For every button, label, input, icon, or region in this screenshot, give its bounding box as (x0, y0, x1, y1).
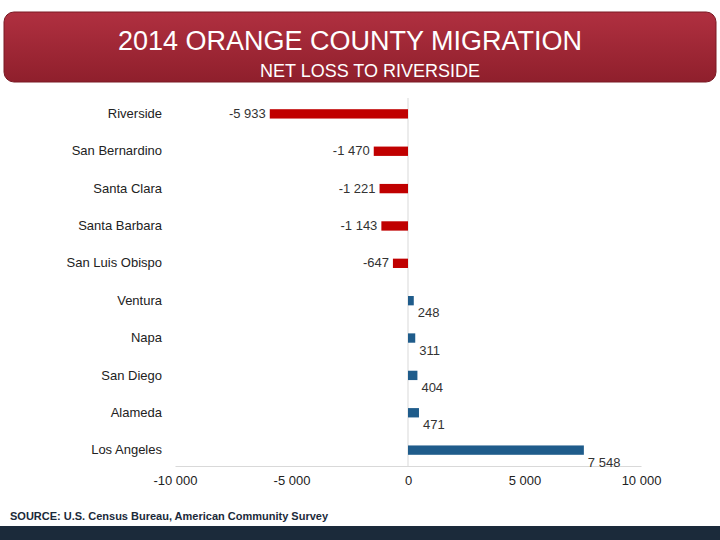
title: 2014 ORANGE COUNTY MIGRATION (118, 26, 582, 56)
x-tick-label: 10 000 (622, 473, 662, 488)
bar (380, 184, 408, 193)
y-tick: Alameda (111, 405, 170, 420)
category-label: Santa Clara (93, 181, 162, 196)
bar (408, 333, 415, 342)
x-tick: 10 000 (622, 466, 662, 488)
bar (374, 147, 408, 156)
y-tick: Santa Clara (93, 181, 170, 196)
y-tick: Napa (131, 330, 170, 345)
title-banner (4, 12, 716, 82)
x-tick-label: -10 000 (153, 473, 197, 488)
x-axis-line (176, 466, 642, 467)
x-axis: -10 000 -5 000 0 5 000 10 000 (153, 466, 661, 488)
bar (393, 259, 408, 268)
y-axis-line (170, 99, 171, 467)
y-tick: Los Angeles (91, 442, 170, 457)
source: SOURCE: U.S. Census Bureau, American Com… (10, 510, 329, 522)
bars (270, 109, 584, 455)
bar (381, 221, 408, 230)
bar (408, 408, 419, 417)
y-tick: San Luis Obispo (67, 255, 170, 270)
x-tick-label: -5 000 (274, 473, 311, 488)
x-tick-label: 5 000 (509, 473, 542, 488)
category-label: Los Angeles (91, 442, 162, 457)
y-tick: Santa Barbara (78, 218, 170, 233)
category-label: Alameda (111, 405, 163, 420)
data-labels: -5 933 -1 470 -1 221 -1 143 -647 248 311 404 471… (229, 106, 621, 470)
y-tick: San Diego (101, 368, 170, 383)
x-tick: -5 000 (274, 466, 311, 488)
data-label: 471 (423, 417, 445, 432)
y-tick: San Bernardino (72, 143, 170, 158)
x-tick: 0 (405, 466, 412, 488)
category-label: Riverside (108, 106, 162, 121)
y-axis: Riverside San Bernardino Santa Clara Santa … (67, 99, 171, 467)
data-label: -647 (363, 255, 389, 270)
category-label: San Luis Obispo (67, 255, 162, 270)
bar (270, 109, 408, 118)
data-label: -1 470 (333, 143, 370, 158)
bar (408, 445, 584, 454)
subtitle: NET LOSS TO RIVERSIDE (260, 61, 480, 81)
data-label: -1 221 (339, 181, 376, 196)
data-label: 404 (421, 380, 443, 395)
category-label: Napa (131, 330, 163, 345)
data-label: 248 (418, 305, 440, 320)
data-label: 7 548 (588, 455, 621, 470)
x-tick: 5 000 (509, 466, 542, 488)
data-label: -1 143 (340, 218, 377, 233)
category-label: San Diego (101, 368, 162, 383)
chart: 2014 ORANGE COUNTY MIGRATION NET LOSS TO … (0, 0, 720, 540)
footer-bar (0, 526, 720, 540)
category-label: San Bernardino (72, 143, 162, 158)
category-label: Ventura (117, 293, 163, 308)
bar (408, 371, 417, 380)
x-tick-label: 0 (405, 473, 412, 488)
y-tick: Ventura (117, 293, 170, 308)
bar (408, 296, 414, 305)
category-label: Santa Barbara (78, 218, 163, 233)
data-label: -5 933 (229, 106, 266, 121)
data-label: 311 (419, 343, 440, 358)
y-tick: Riverside (108, 106, 170, 121)
x-tick: -10 000 (153, 466, 197, 488)
